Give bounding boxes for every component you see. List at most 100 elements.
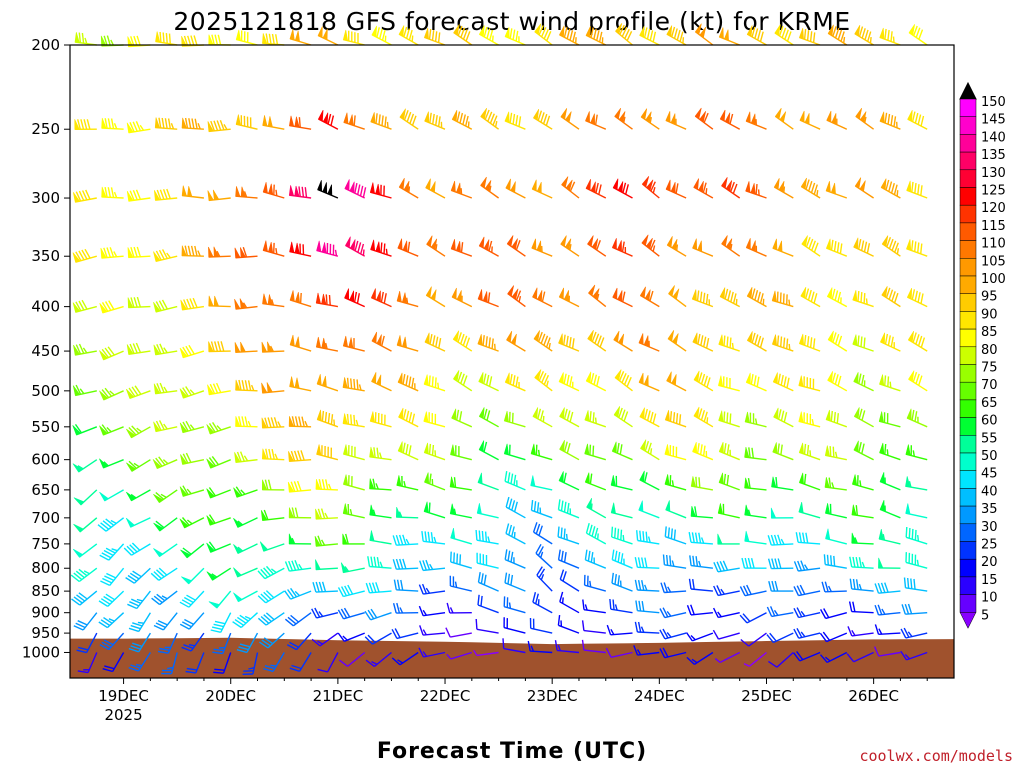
wind-barb xyxy=(559,440,580,461)
wind-barb xyxy=(207,382,231,396)
colorbar-swatch xyxy=(959,594,977,613)
wind-barb xyxy=(208,341,231,353)
wind-barb xyxy=(337,607,365,620)
wind-barb xyxy=(712,607,740,619)
wind-barb xyxy=(766,606,794,618)
wind-barb xyxy=(72,543,98,558)
wind-barb xyxy=(659,628,687,640)
wind-barb xyxy=(284,612,312,627)
colorbar-label: 105 xyxy=(981,254,1006,269)
wind-barb xyxy=(536,566,553,592)
colorbar-label: 140 xyxy=(981,130,1006,145)
wind-barb xyxy=(505,178,526,199)
wind-barb xyxy=(530,500,553,519)
wind-barb xyxy=(259,541,285,552)
colorbar-swatch xyxy=(959,523,977,542)
wind-barb xyxy=(854,24,874,46)
wind-barb xyxy=(100,567,125,587)
wind-barb xyxy=(451,408,473,428)
colorbar-swatch xyxy=(959,151,977,171)
wind-barb xyxy=(315,508,338,520)
wind-barb xyxy=(853,237,874,257)
wind-barb xyxy=(151,590,178,606)
wind-barb xyxy=(584,472,607,491)
wind-barb xyxy=(554,640,580,654)
wind-barb xyxy=(561,176,580,199)
wind-barb xyxy=(369,182,392,199)
colorbar-label: 115 xyxy=(981,219,1006,234)
wind-barb xyxy=(419,559,446,572)
wind-barb xyxy=(153,299,178,313)
wind-barbs xyxy=(70,23,928,675)
wind-barb xyxy=(634,579,660,592)
wind-barb xyxy=(207,119,231,133)
wind-barb xyxy=(126,459,151,472)
wind-barb xyxy=(206,541,231,553)
wind-barb xyxy=(795,532,821,545)
wind-barb xyxy=(504,27,526,46)
wind-barb xyxy=(315,292,339,308)
wind-barb xyxy=(693,370,714,392)
wind-barb xyxy=(766,632,794,644)
wind-barb xyxy=(505,523,526,545)
wind-barb xyxy=(507,285,526,308)
y-tick-label: 700 xyxy=(31,509,60,527)
wind-barb xyxy=(773,407,794,428)
wind-barb xyxy=(398,407,419,428)
wind-barb xyxy=(585,111,607,130)
colorbar-swatch xyxy=(959,452,977,471)
wind-barb xyxy=(854,177,874,199)
wind-barb xyxy=(641,234,660,257)
wind-barb xyxy=(744,447,767,461)
wind-barb xyxy=(99,346,124,361)
wind-barb xyxy=(181,567,205,585)
wind-barb xyxy=(504,470,526,491)
wind-barb xyxy=(446,602,472,614)
colorbar-swatch xyxy=(959,470,977,489)
colorbar-bottom-arrow xyxy=(959,612,977,629)
wind-barb xyxy=(821,581,847,593)
wind-barb xyxy=(398,25,419,46)
wind-barb xyxy=(418,583,446,595)
wind-barb xyxy=(879,442,901,461)
wind-barb xyxy=(558,287,580,308)
wind-barb xyxy=(392,534,419,546)
wind-barb xyxy=(397,441,419,461)
wind-barb xyxy=(337,584,365,598)
wind-barb xyxy=(364,608,392,621)
wind-barb xyxy=(874,604,901,616)
wind-barb xyxy=(206,567,232,581)
wind-barb xyxy=(153,517,178,532)
wind-barb xyxy=(585,26,607,46)
wind-barb xyxy=(127,296,151,309)
wind-barb xyxy=(852,290,874,308)
wind-barb xyxy=(98,612,125,629)
wind-barb xyxy=(612,178,633,199)
wind-barb xyxy=(233,517,258,528)
wind-barb xyxy=(343,444,365,461)
wind-barb xyxy=(315,478,338,491)
wind-barb xyxy=(343,474,365,491)
wind-barb xyxy=(847,626,874,637)
wind-barb xyxy=(449,476,472,491)
wind-barb xyxy=(478,236,499,257)
y-tick-label: 350 xyxy=(31,247,60,265)
wind-barb xyxy=(557,526,580,545)
colorbar-label: 25 xyxy=(981,538,998,553)
wind-barb xyxy=(874,582,901,594)
x-tick-year: 2025 xyxy=(104,706,142,724)
y-tick-label: 400 xyxy=(31,298,60,316)
wind-barb xyxy=(772,238,794,257)
wind-barb xyxy=(530,475,553,491)
wind-barb xyxy=(397,372,419,392)
wind-barb xyxy=(155,31,178,46)
wind-barb xyxy=(691,289,714,308)
wind-barb xyxy=(662,554,687,569)
colorbar-swatch xyxy=(959,328,977,348)
wind-barb xyxy=(73,517,98,533)
colorbar-label: 35 xyxy=(981,502,998,517)
wind-barb xyxy=(799,27,821,46)
wind-barb xyxy=(851,504,874,519)
x-axis-label: Forecast Time (UTC) xyxy=(377,739,647,764)
wind-barb xyxy=(694,107,714,130)
